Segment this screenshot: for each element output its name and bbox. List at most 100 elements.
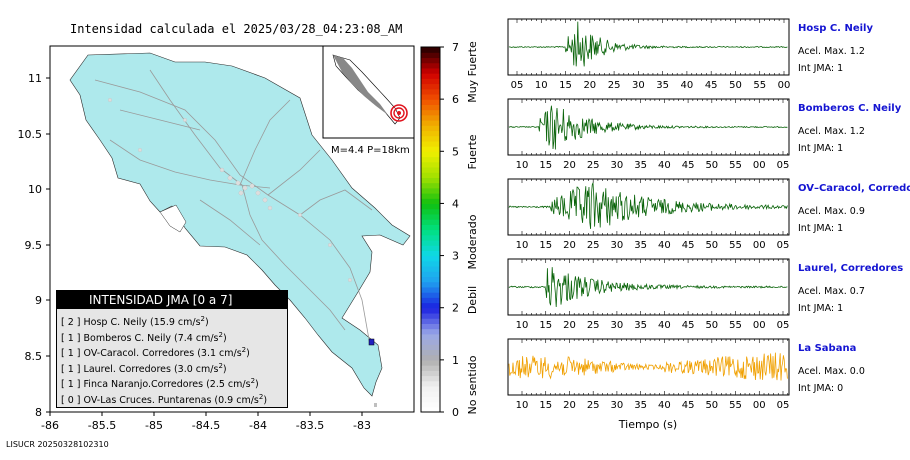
waveform-x-tick: 40 (658, 400, 671, 411)
colorbar (421, 47, 440, 413)
waveform-x-tick: 05 (777, 320, 790, 331)
waveform-x-tick: 20 (563, 400, 576, 411)
legend-level: [ 2 ] (61, 317, 84, 329)
waveform-x-tick: 45 (682, 400, 695, 411)
map-x-tick: -85 (145, 419, 163, 432)
legend-close: ) (222, 332, 227, 344)
waveform-x-tick: 10 (516, 160, 529, 171)
station-accel: Acel. Max. 0.7 (798, 286, 865, 297)
map-x-tick: -83 (353, 419, 371, 432)
colorbar-category: Muy Fuerte (466, 41, 479, 103)
epicenter-icon (390, 104, 408, 122)
waveform-x-tick: 45 (682, 240, 695, 251)
waveform-x-tick: 10 (516, 320, 529, 331)
legend-level: [ 0 ] (61, 394, 84, 406)
panel-frame (507, 178, 790, 236)
waveform-trace (508, 182, 788, 229)
station-name: OV–Caracol, Corredores (798, 183, 910, 194)
waveform-x-tick: 50 (705, 240, 718, 251)
colorbar-tick: 5 (452, 145, 459, 158)
waveform-x-tick: 15 (539, 320, 552, 331)
legend-text: Hosp C. Neily (15.9 cm/s (83, 317, 201, 329)
legend-sup: 2 (200, 315, 206, 323)
waveform-x-tick: 40 (681, 80, 694, 91)
waveform-x-tick: 40 (658, 320, 671, 331)
legend-sup: 2 (250, 377, 256, 385)
colorbar-ticks: 0 1 2 3 4 5 6 7 (440, 41, 459, 419)
legend-sup: 2 (241, 346, 247, 354)
legend-text: Laurel. Corredores (3.0 cm/s (83, 363, 219, 375)
legend-row: [ 2 ] Hosp C. Neily (15.9 cm/s2) (61, 315, 209, 328)
waveform-x-tick: 15 (559, 80, 572, 91)
waveform-x-tick: 30 (611, 240, 624, 251)
road-network (94, 69, 373, 346)
waveform-x-tick: 20 (583, 80, 596, 91)
legend-level: [ 1 ] (61, 379, 84, 391)
colorbar-category: Debil (466, 286, 479, 314)
station-name: Bomberos C. Neily (798, 103, 902, 114)
station-marker (374, 403, 377, 407)
map-y-tick: 10.5 (18, 128, 43, 141)
waveform-x-tick: 55 (729, 400, 742, 411)
station-accel: Acel. Max. 1.2 (798, 46, 865, 57)
waveform-x-tick: 15 (539, 240, 552, 251)
waveform-x-tick: 45 (682, 160, 695, 171)
waveform-x-tick: 00 (753, 400, 766, 411)
waveform-trace (508, 105, 788, 150)
waveform-x-tick: 25 (587, 160, 600, 171)
waveform-x-tick: 35 (634, 160, 647, 171)
station-dots (108, 98, 352, 282)
waveform-x-tick: 50 (705, 320, 718, 331)
waveform-x-tick: 50 (729, 80, 742, 91)
colorbar-categories: No sentido Debil Moderado Fuerte Muy Fuerte (466, 41, 479, 415)
waveform-x-tick: 50 (705, 160, 718, 171)
map-x-tick: -85.5 (88, 419, 116, 432)
waveform-x-tick: 25 (587, 240, 600, 251)
waveform-x-tick: 55 (729, 320, 742, 331)
waveform-x-tick: 40 (658, 240, 671, 251)
waveform-x-tick: 25 (587, 400, 600, 411)
waveform-x-tick: 30 (632, 80, 645, 91)
waveform-x-tick: 30 (611, 160, 624, 171)
legend-row: [ 1 ] Finca Naranjo.Corredores (2.5 cm/s… (61, 377, 259, 390)
waveform-x-tick: 10 (516, 400, 529, 411)
seismogram-panel: 10 15 20 25 30 35 40 45 50 55 00 05 (507, 178, 790, 251)
colorbar-tick: 6 (452, 93, 459, 106)
legend-level: [ 1 ] (61, 348, 84, 360)
legend-close: ) (246, 348, 250, 360)
waveform-x-tick: 40 (658, 160, 671, 171)
waveform-x-tick: 50 (705, 400, 718, 411)
legend-sup: 2 (258, 392, 264, 401)
station-jma: Int JMA: 1 (798, 63, 844, 74)
waveform-x-tick: 00 (753, 240, 766, 251)
colorbar-category: No sentido (466, 355, 479, 414)
station-accel: Acel. Max. 0.9 (798, 206, 865, 217)
waveform-x-tick: 00 (753, 160, 766, 171)
waveform-x-tick: 20 (563, 320, 576, 331)
waveform-x-tick: 05 (777, 400, 790, 411)
station-name: Hosp C. Neily (798, 23, 873, 34)
waveform-trace (508, 21, 788, 67)
station-accel: Acel. Max. 1.2 (798, 126, 865, 137)
map-x-axis: -86 -85.5 -85 -84.5 -84 -83.5 -83 (41, 412, 371, 432)
station-name: Laurel, Corredores (798, 263, 904, 274)
waveform-x-tick: 55 (753, 80, 766, 91)
legend-close: ) (222, 363, 227, 375)
footer-code: LISUCR 20250328102310 (6, 440, 109, 449)
colorbar-category: Moderado (466, 214, 479, 269)
waveform-x-tick: 45 (682, 320, 695, 331)
seismograms: 05 10 15 20 25 30 35 40 45 50 55 00 10 15 20 25 30 35 40 45… (507, 18, 790, 411)
waveform-x-tick: 10 (535, 80, 548, 91)
page-title: Intensidad calculada el 2025/03/28_04:23… (70, 22, 403, 36)
waveform-x-tick: 05 (777, 240, 790, 251)
waveform-x-tick: 25 (608, 80, 621, 91)
waveform-x-tick: 05 (777, 160, 790, 171)
colorbar-category: Fuerte (466, 134, 479, 169)
colorbar-tick: 7 (452, 41, 459, 54)
legend-row: [ 1 ] Laurel. Corredores (3.0 cm/s2) (61, 362, 227, 375)
waveform-x-tick: 30 (611, 400, 624, 411)
legend-row: [ 0 ] OV-Las Cruces. Puntarenas (0.9 cm/… (61, 393, 267, 406)
waveform-x-tick: 30 (611, 320, 624, 331)
map-y-tick: 9 (35, 294, 42, 307)
